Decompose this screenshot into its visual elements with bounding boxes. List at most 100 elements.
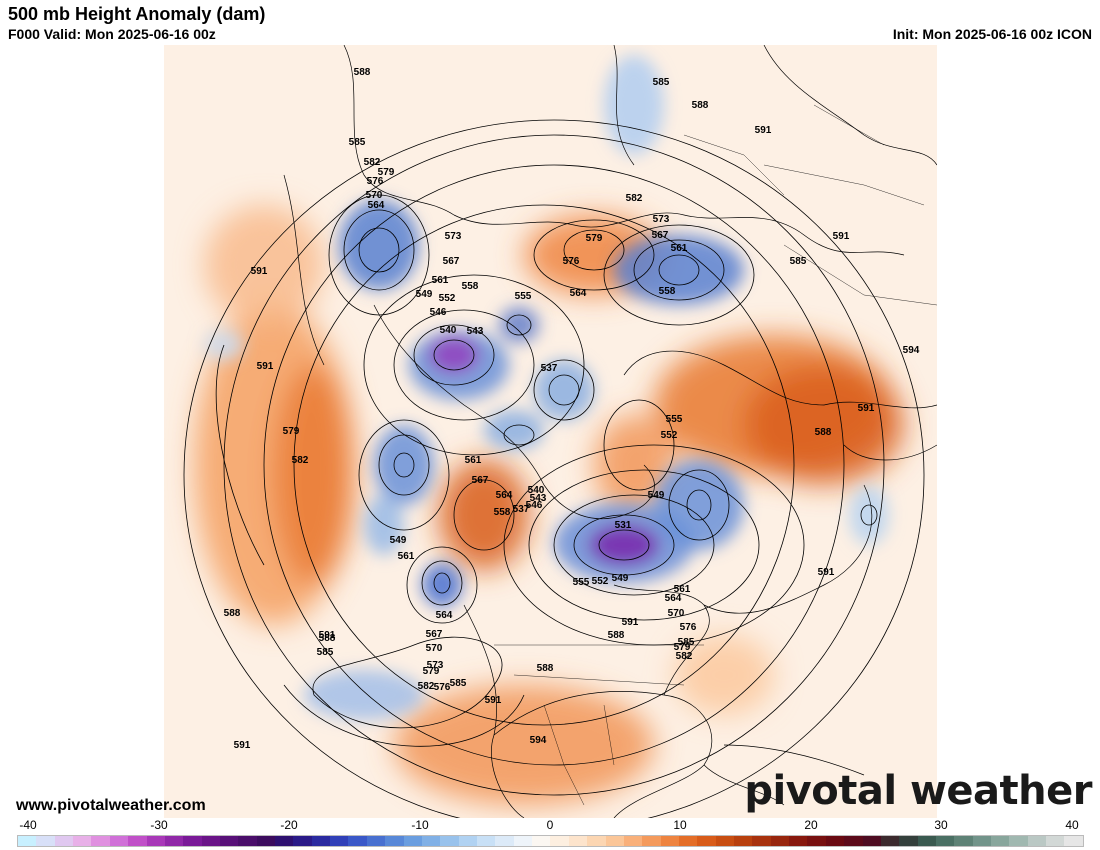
contour-label: 591 <box>319 630 336 641</box>
contour-label: 591 <box>622 617 639 628</box>
colorbar-swatch <box>1046 836 1065 846</box>
colorbar-swatch <box>789 836 808 846</box>
colorbar-swatch <box>458 836 477 846</box>
colorbar-swatch <box>770 836 790 846</box>
colorbar-swatch <box>183 836 202 846</box>
contour-label: 564 <box>436 610 453 621</box>
contour-label: 576 <box>434 682 451 693</box>
contour-label: 552 <box>439 293 456 304</box>
colorbar-swatch <box>825 836 845 846</box>
colorbar-swatch <box>715 836 735 846</box>
contour-label: 585 <box>349 137 366 148</box>
contour-label: 588 <box>692 100 709 111</box>
pivotal-weather-logo: pivotal weather <box>744 768 1092 814</box>
contour-label: 549 <box>648 490 665 501</box>
contour-label: 582 <box>292 455 309 466</box>
contour-label: 588 <box>354 67 371 78</box>
contour-label: 591 <box>858 403 875 414</box>
colorbar-swatch <box>678 836 698 846</box>
contour-label: 531 <box>615 520 632 531</box>
contour-label: 579 <box>674 642 691 653</box>
colorbar-tick-labels: -40 -30 -20 -10 0 10 20 30 40 <box>0 818 1100 834</box>
height-contours <box>183 119 925 818</box>
map-title: 500 mb Height Anomaly (dam) <box>8 4 266 24</box>
positive-anomaly-shading <box>194 205 904 805</box>
website-url: www.pivotalweather.com <box>16 797 206 814</box>
colorbar-swatch <box>275 836 294 846</box>
colorbar-swatch <box>495 836 514 846</box>
contour-label: 567 <box>443 256 460 267</box>
colorbar-swatch <box>587 836 606 846</box>
contour-label: 579 <box>423 666 440 677</box>
colorbar-swatch <box>532 836 551 846</box>
contour-label: 555 <box>666 414 683 425</box>
contour-label: 594 <box>903 345 920 356</box>
colorbar-swatch <box>91 836 110 846</box>
contour-label: 573 <box>427 660 444 671</box>
colorbar-swatch <box>972 836 992 846</box>
init-time-label: Init: Mon 2025-06-16 00z ICON <box>892 26 1092 42</box>
contour-label: 588 <box>319 633 336 644</box>
contour-label: 549 <box>612 573 629 584</box>
colorbar-tick-label: 40 <box>1065 818 1079 832</box>
contour-label: 567 <box>426 629 443 640</box>
contour-label: 582 <box>626 193 643 204</box>
colorbar-swatch <box>917 836 936 846</box>
colorbar-swatch <box>623 836 643 846</box>
contour-label: 549 <box>416 289 433 300</box>
colorbar-swatch <box>899 836 918 846</box>
contour-label: 555 <box>573 577 590 588</box>
colorbar-swatch <box>1064 836 1083 846</box>
contour-label: 588 <box>537 663 554 674</box>
colorbar-swatch <box>862 836 881 846</box>
colorbar-tick-label: 0 <box>546 818 554 832</box>
contour-label: 561 <box>674 584 691 595</box>
contour-label: 537 <box>541 363 558 374</box>
contour-label: 579 <box>586 233 603 244</box>
colorbar-tick-label: -10 <box>411 818 429 832</box>
contour-label: 558 <box>462 281 479 292</box>
colorbar-swatch <box>844 836 863 846</box>
contour-label: 576 <box>563 256 580 267</box>
contour-label: 582 <box>364 157 381 168</box>
contour-label: 567 <box>652 230 669 241</box>
colorbar-swatch <box>311 836 331 846</box>
contour-label: 573 <box>653 214 670 225</box>
colorbar-swatch <box>348 836 367 846</box>
contour-label: 591 <box>251 266 268 277</box>
contour-label: 543 <box>530 493 547 504</box>
contour-label: 585 <box>317 647 334 658</box>
valid-time-label: F000 Valid: Mon 2025-06-16 00z <box>8 26 216 42</box>
colorbar-swatch <box>421 836 441 846</box>
contour-label: 564 <box>570 288 587 299</box>
contour-label: 546 <box>430 307 447 318</box>
colorbar-swatch <box>330 836 349 846</box>
contour-label: 585 <box>790 256 807 267</box>
colorbar-swatch <box>109 836 129 846</box>
anomaly-colorbar <box>17 835 1084 847</box>
colorbar-swatch <box>550 836 569 846</box>
colorbar-swatch <box>18 836 37 846</box>
colorbar-tick-label: -20 <box>280 818 298 832</box>
colorbar-swatch <box>219 836 239 846</box>
contour-label: 579 <box>283 426 300 437</box>
contour-label: 591 <box>818 567 835 578</box>
contour-label: 561 <box>671 243 688 254</box>
contour-label: 585 <box>653 77 670 88</box>
colorbar-swatch <box>642 836 661 846</box>
contour-label: 564 <box>496 490 513 501</box>
contour-label: 591 <box>234 740 251 751</box>
contour-label: 546 <box>526 500 543 511</box>
contour-label: 540 <box>528 485 545 496</box>
colorbar-swatch <box>1027 836 1047 846</box>
colorbar-swatch <box>256 836 276 846</box>
contour-label: 570 <box>426 643 443 654</box>
contour-label: 537 <box>513 504 530 515</box>
contour-label: 561 <box>432 275 449 286</box>
colorbar-swatch <box>36 836 55 846</box>
contour-label: 588 <box>815 427 832 438</box>
colorbar-swatch <box>293 836 312 846</box>
colorbar-tick-label: 10 <box>673 818 687 832</box>
colorbar-swatch <box>991 836 1010 846</box>
